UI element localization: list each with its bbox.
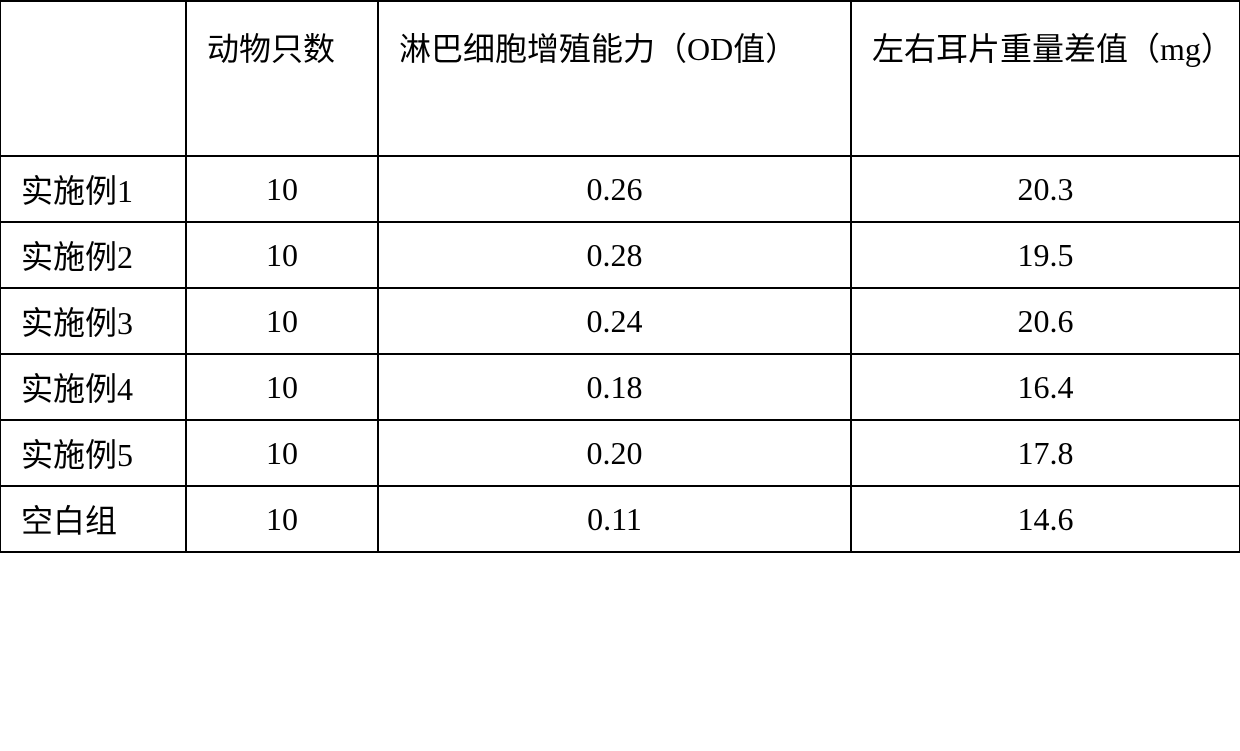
table-row: 实施例2 10 0.28 19.5 bbox=[0, 222, 1240, 288]
cell-weight-diff: 20.3 bbox=[851, 156, 1240, 222]
cell-animal-count: 10 bbox=[186, 156, 378, 222]
cell-od-value: 0.20 bbox=[378, 420, 851, 486]
cell-od-value: 0.11 bbox=[378, 486, 851, 552]
cell-group-label: 实施例5 bbox=[0, 420, 186, 486]
cell-animal-count: 10 bbox=[186, 222, 378, 288]
table-header-row: 动物只数 淋巴细胞增殖能力（OD值） 左右耳片重量差值（mg） bbox=[0, 1, 1240, 156]
cell-weight-diff: 19.5 bbox=[851, 222, 1240, 288]
table-row: 实施例5 10 0.20 17.8 bbox=[0, 420, 1240, 486]
cell-od-value: 0.24 bbox=[378, 288, 851, 354]
header-cell-weight-diff: 左右耳片重量差值（mg） bbox=[851, 1, 1240, 156]
header-cell-group bbox=[0, 1, 186, 156]
cell-od-value: 0.18 bbox=[378, 354, 851, 420]
data-table: 动物只数 淋巴细胞增殖能力（OD值） 左右耳片重量差值（mg） 实施例1 10 … bbox=[0, 0, 1240, 553]
table-row: 空白组 10 0.11 14.6 bbox=[0, 486, 1240, 552]
cell-animal-count: 10 bbox=[186, 288, 378, 354]
cell-animal-count: 10 bbox=[186, 420, 378, 486]
table-row: 实施例4 10 0.18 16.4 bbox=[0, 354, 1240, 420]
cell-group-label: 实施例2 bbox=[0, 222, 186, 288]
cell-od-value: 0.28 bbox=[378, 222, 851, 288]
cell-group-label: 实施例3 bbox=[0, 288, 186, 354]
header-cell-od-value: 淋巴细胞增殖能力（OD值） bbox=[378, 1, 851, 156]
cell-group-label: 空白组 bbox=[0, 486, 186, 552]
table-row: 实施例1 10 0.26 20.3 bbox=[0, 156, 1240, 222]
cell-group-label: 实施例1 bbox=[0, 156, 186, 222]
cell-weight-diff: 16.4 bbox=[851, 354, 1240, 420]
header-cell-animals: 动物只数 bbox=[186, 1, 378, 156]
cell-animal-count: 10 bbox=[186, 354, 378, 420]
cell-weight-diff: 14.6 bbox=[851, 486, 1240, 552]
cell-od-value: 0.26 bbox=[378, 156, 851, 222]
table-row: 实施例3 10 0.24 20.6 bbox=[0, 288, 1240, 354]
cell-weight-diff: 20.6 bbox=[851, 288, 1240, 354]
cell-animal-count: 10 bbox=[186, 486, 378, 552]
cell-group-label: 实施例4 bbox=[0, 354, 186, 420]
cell-weight-diff: 17.8 bbox=[851, 420, 1240, 486]
